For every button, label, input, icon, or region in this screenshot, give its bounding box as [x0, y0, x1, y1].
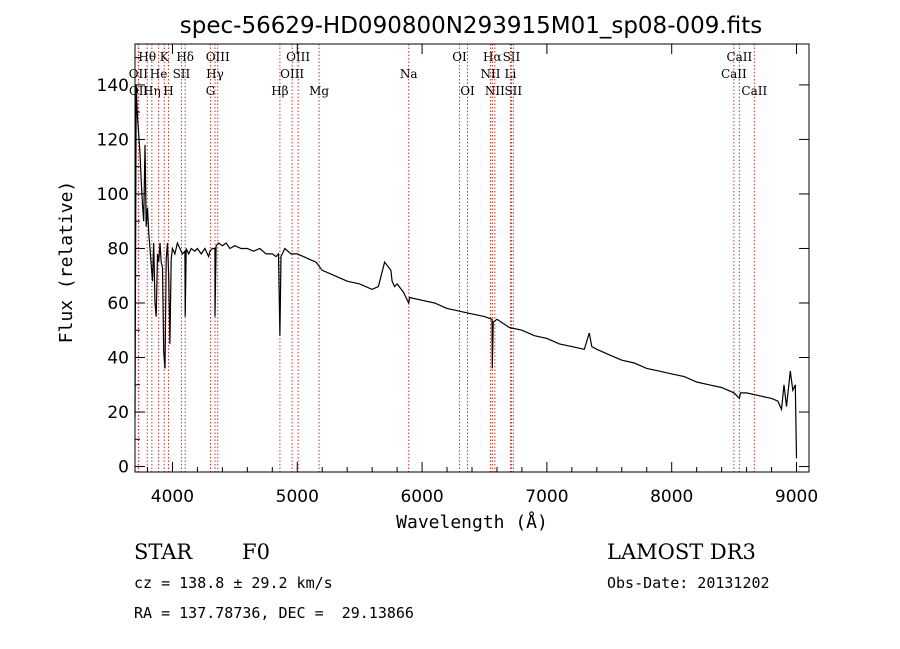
spectral-line-label: OIII — [286, 50, 310, 64]
x-axis: 4000 5000 6000 7000 8000 9000 — [146, 44, 818, 507]
object-class: STAR — [134, 540, 193, 564]
spectral-line-label: OII — [129, 84, 149, 98]
y-tick-label: 120 — [97, 130, 129, 150]
x-tick-label: 5000 — [276, 487, 319, 507]
spectral-line-label: Hγ — [206, 67, 224, 81]
x-tick-label: 4000 — [151, 487, 194, 507]
spectral-line-label: CaII — [741, 84, 767, 98]
spectral-line-label: OIII — [206, 50, 230, 64]
plot-frame — [134, 43, 810, 473]
spectral-line-label: Hη — [143, 84, 161, 98]
spectral-line-label: NII — [485, 84, 505, 98]
y-tick-label: 140 — [97, 76, 129, 96]
y-tick-label: 0 — [118, 458, 129, 478]
y-axis-label: Flux (relative) — [56, 181, 77, 344]
y-tick-label: 100 — [97, 185, 129, 205]
y-tick-label: 80 — [107, 239, 129, 259]
y-axis: 0 20 40 60 80 100 120 140 — [97, 57, 809, 478]
spectral-line-label: H — [163, 84, 173, 98]
spectral-line-label: SII — [503, 50, 521, 64]
observation-date: Obs-Date: 20131202 — [607, 574, 770, 592]
y-tick-label: 20 — [107, 403, 129, 423]
spectral-line-label: NII — [480, 67, 500, 81]
spectrum-line — [134, 84, 798, 459]
y-tick-label: 60 — [107, 294, 129, 314]
y-tick-label: 40 — [107, 349, 129, 369]
spectral-line-label: He — [150, 67, 168, 81]
object-subclass: F0 — [242, 540, 270, 564]
spectral-line-label: G — [206, 84, 216, 98]
spectral-line-label: SII — [504, 84, 522, 98]
spectrum-chart: spec-56629-HD090800N293915M01_sp08-009.f… — [56, 13, 818, 533]
spectral-line-label: CaII — [726, 50, 752, 64]
spectral-line-label: OII — [129, 67, 149, 81]
spectral-line-label: Hβ — [271, 84, 288, 98]
x-axis-label: Wavelength (Å) — [396, 511, 548, 533]
spectral-line-label: Hα — [483, 50, 502, 64]
spectral-line-label: OIII — [280, 67, 304, 81]
spectral-line-label: Hδ — [176, 50, 194, 64]
x-tick-label: 7000 — [525, 487, 568, 507]
spectral-line-label: SII — [173, 67, 191, 81]
coordinates: RA = 137.78736, DEC = 29.13866 — [134, 604, 414, 622]
spectral-line-label: CaII — [721, 67, 747, 81]
spectral-line-label: OI — [452, 50, 467, 64]
chart-title: spec-56629-HD090800N293915M01_sp08-009.f… — [180, 13, 762, 39]
spectral-line-label: K — [160, 50, 170, 64]
spectral-line-label: OI — [460, 84, 475, 98]
redshift-value: cz = 138.8 ± 29.2 km/s — [134, 574, 333, 592]
survey-name: LAMOST DR3 — [607, 540, 756, 564]
spectral-line-label: Na — [400, 67, 418, 81]
spectral-line-label: Hθ — [138, 50, 156, 64]
x-tick-label: 9000 — [775, 487, 818, 507]
spectral-line-label: Mg — [309, 84, 329, 98]
x-tick-label: 6000 — [400, 487, 443, 507]
x-tick-label: 8000 — [650, 487, 693, 507]
spectral-line-label: Li — [505, 67, 517, 81]
